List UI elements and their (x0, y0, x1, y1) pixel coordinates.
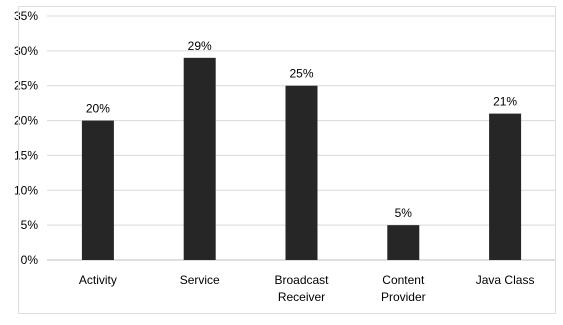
data-label: 20% (86, 102, 110, 116)
x-tick-label: Activity (79, 273, 117, 287)
data-label: 25% (289, 67, 313, 81)
bar (387, 225, 420, 260)
x-tick-label: Java Class (476, 273, 535, 287)
y-tick-label: 10% (14, 183, 38, 197)
y-tick-label: 15% (14, 148, 38, 162)
data-label: 29% (188, 39, 212, 53)
y-tick-label: 5% (21, 218, 39, 232)
bar (183, 57, 216, 261)
x-tick-label: Receiver (278, 290, 325, 304)
x-tick-label: Service (180, 273, 220, 287)
x-tick-label: Content (382, 273, 425, 287)
x-tick-label: Broadcast (274, 273, 329, 287)
bar (489, 113, 522, 260)
bar (81, 120, 114, 260)
y-tick-label: 20% (14, 114, 38, 128)
y-tick-label: 0% (21, 253, 39, 267)
y-tick-label: 25% (14, 79, 38, 93)
data-label: 21% (493, 95, 517, 109)
y-tick-label: 35% (14, 9, 38, 23)
data-label: 5% (395, 206, 413, 220)
y-tick-label: 30% (14, 44, 38, 58)
bar (285, 85, 318, 260)
x-tick-label: Provider (381, 290, 426, 304)
